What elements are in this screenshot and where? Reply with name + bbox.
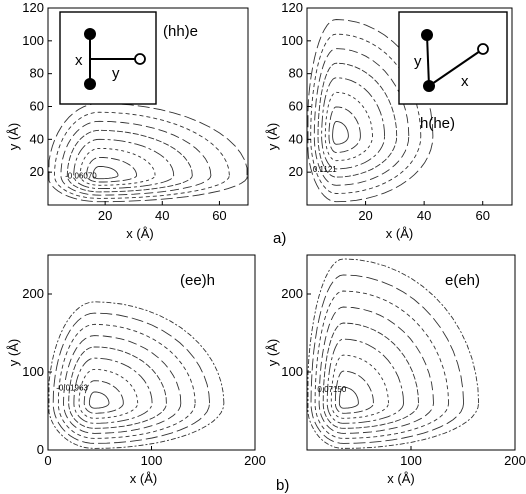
contour-line xyxy=(330,354,389,419)
contour-line xyxy=(328,106,361,153)
y-axis-label: y (Å) xyxy=(6,123,21,150)
x-axis-label: x (Å) xyxy=(126,226,153,241)
x-axis-label: x (Å) xyxy=(130,471,157,486)
contour-line xyxy=(79,147,156,186)
contour-line xyxy=(53,111,230,199)
y-axis-label: y (Å) xyxy=(265,123,280,150)
panel-title: e(eh) xyxy=(445,272,480,289)
contour-line xyxy=(321,77,386,170)
y-axis-label: y (Å) xyxy=(6,339,21,366)
inset-frame xyxy=(398,11,508,105)
part-label-a: a) xyxy=(273,230,286,247)
y-tick-label: 120 xyxy=(281,0,303,15)
y-tick-label: 100 xyxy=(22,33,44,48)
y-tick-label: 20 xyxy=(289,164,303,179)
x-tick-label: 200 xyxy=(504,453,526,468)
inset-label: x xyxy=(75,52,83,69)
contour-line xyxy=(307,19,434,203)
contour-line xyxy=(73,138,175,190)
y-tick-label: 120 xyxy=(22,0,44,15)
contour-line xyxy=(310,33,422,194)
y-tick-label: 40 xyxy=(30,131,44,146)
chart-panel-3: -0.01963 0 100 200 0 100 200 x (Å) y (Å) (ee)h xyxy=(6,254,266,486)
contour-value-label: 0.07150 xyxy=(317,385,346,394)
contour-line xyxy=(317,62,398,178)
contour-line xyxy=(88,391,110,409)
contour-line xyxy=(83,380,124,414)
contour-line xyxy=(322,322,419,429)
panel-title: h(he) xyxy=(420,115,455,132)
y-tick-label: 100 xyxy=(22,364,44,379)
inset-label: y xyxy=(414,53,422,70)
y-tick-label: 20 xyxy=(30,164,44,179)
chart-panel-4: 0.07150 100 200 100 200 x (Å) y (Å) e(eh) xyxy=(265,254,526,486)
contour-line xyxy=(86,156,138,183)
contour-line xyxy=(73,357,153,424)
panel-title: (ee)h xyxy=(180,272,215,289)
y-tick-label: 200 xyxy=(281,286,303,301)
x-tick-label: 100 xyxy=(141,453,163,468)
contour-line xyxy=(324,91,373,162)
x-axis-label: x (Å) xyxy=(387,471,414,486)
x-tick-label: 40 xyxy=(417,208,431,223)
contour-line xyxy=(318,306,434,434)
x-tick-label: 60 xyxy=(212,208,226,223)
y-tick-label: 40 xyxy=(289,131,303,146)
particle-dot xyxy=(84,78,96,90)
contour-line xyxy=(60,120,212,196)
contour-line xyxy=(78,368,139,419)
contour-line xyxy=(52,312,211,444)
particle-dot xyxy=(421,29,433,41)
x-tick-label: 60 xyxy=(475,208,489,223)
x-tick-label: 40 xyxy=(155,208,169,223)
x-tick-label: 200 xyxy=(244,453,266,468)
contour-line xyxy=(48,102,248,203)
contour-line xyxy=(332,121,349,145)
y-tick-label: 80 xyxy=(289,66,303,81)
y-tick-label: 60 xyxy=(289,99,303,114)
x-tick-label: 0 xyxy=(44,453,51,468)
contour-line xyxy=(314,290,450,439)
y-tick-label: 200 xyxy=(22,286,44,301)
particle-open-dot xyxy=(134,53,146,65)
panel-title: (hh)e xyxy=(163,23,198,40)
particle-open-dot xyxy=(477,43,489,55)
contour-line xyxy=(313,48,410,186)
contour-line xyxy=(63,335,182,434)
contour-line xyxy=(57,323,196,439)
inset-label: y xyxy=(112,65,120,82)
contour-line xyxy=(307,258,480,449)
geometry-inset: xy xyxy=(59,11,157,105)
plot-frame xyxy=(306,254,516,451)
y-tick-label: 100 xyxy=(281,33,303,48)
geometry-inset: yx xyxy=(398,11,508,105)
x-tick-label: 100 xyxy=(400,453,422,468)
y-tick-label: 60 xyxy=(30,99,44,114)
contour-line xyxy=(334,370,374,414)
particle-dot xyxy=(84,28,96,40)
contour-line xyxy=(68,346,167,429)
y-tick-label: 0 xyxy=(37,442,44,457)
x-axis-label: x (Å) xyxy=(386,226,413,241)
part-label-b: b) xyxy=(276,477,289,494)
contour-line xyxy=(310,274,465,444)
contour-line xyxy=(326,338,404,424)
contour-line xyxy=(92,165,119,180)
contour-value-label: -0.06070 xyxy=(65,171,97,180)
contour-line xyxy=(48,301,225,449)
contour-value-label: -0.01963 xyxy=(56,384,88,393)
contour-line xyxy=(338,386,359,409)
contour-value-label: 0.1121 xyxy=(313,165,337,174)
chart-panel-2: 0.1121 20 40 60 20 40 60 80 100 120 x (Å) y (Å) h(he… xyxy=(265,0,513,241)
x-tick-label: 20 xyxy=(98,208,112,223)
contour-line xyxy=(66,129,193,193)
inset-label: x xyxy=(461,73,469,90)
y-tick-label: 80 xyxy=(30,66,44,81)
y-axis-label: y (Å) xyxy=(265,339,280,366)
chart-panel-1: -0.06070 20 40 60 20 40 60 80 100 120 x (Å) y (Å) (h… xyxy=(6,0,249,241)
y-tick-label: 100 xyxy=(281,364,303,379)
x-tick-label: 20 xyxy=(358,208,372,223)
particle-dot xyxy=(423,80,435,92)
